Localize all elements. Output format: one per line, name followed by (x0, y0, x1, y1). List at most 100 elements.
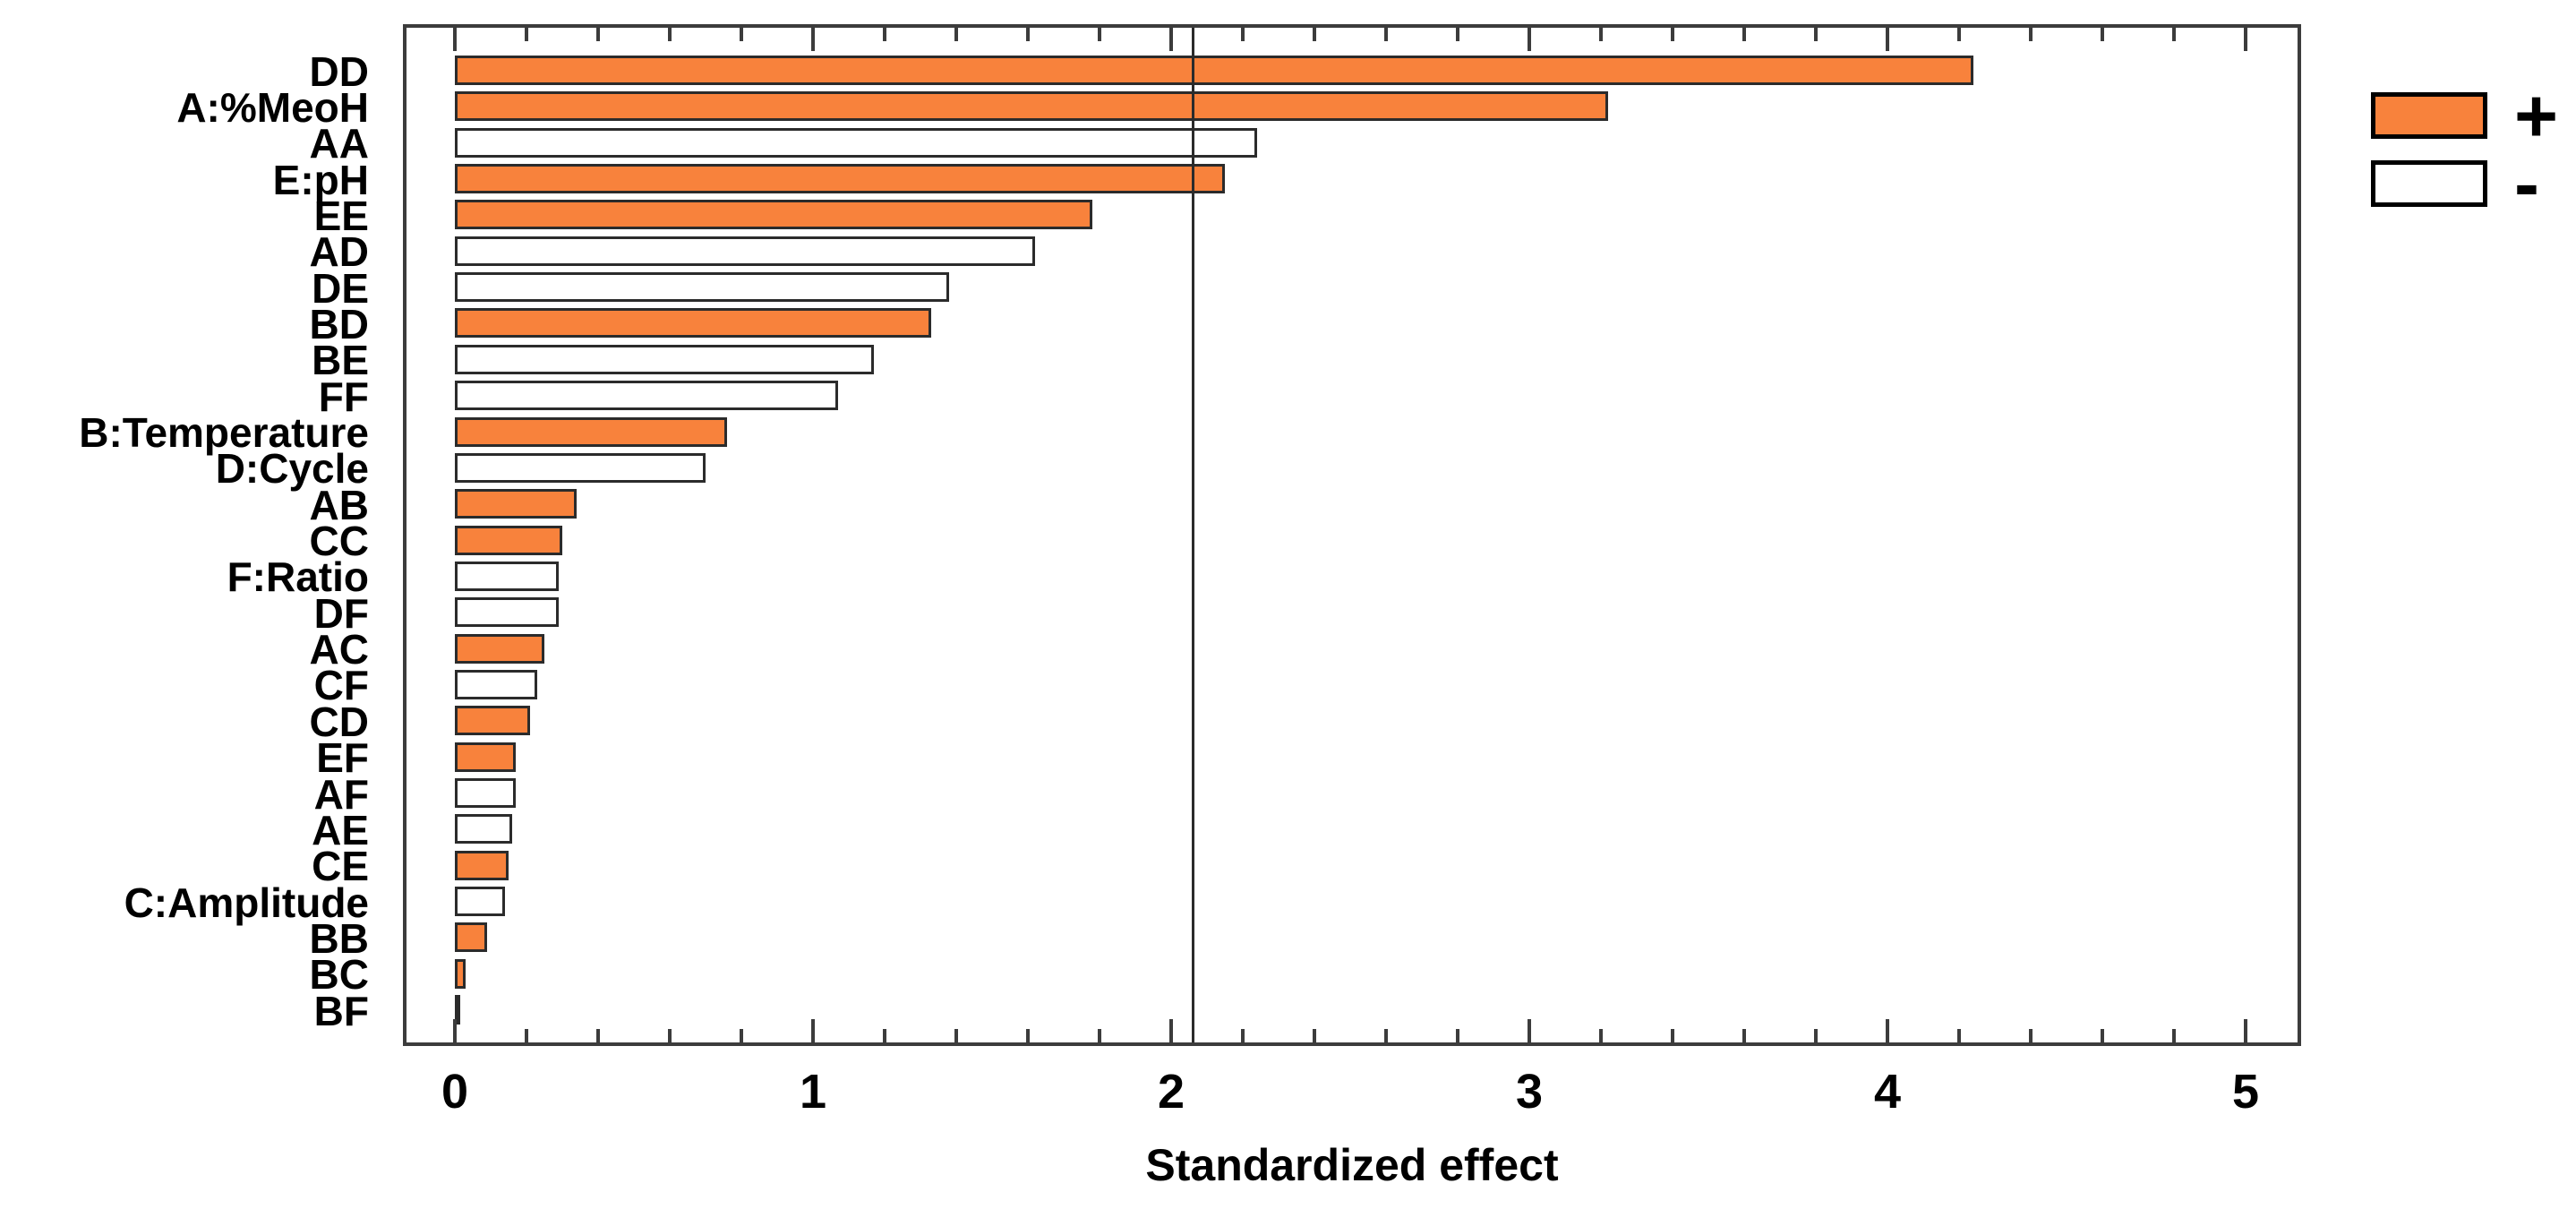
category-label: AF (313, 770, 369, 818)
category-label: AB (309, 481, 369, 528)
x-major-tick-top (1886, 28, 1889, 51)
category-label: AE (312, 806, 369, 853)
bar-f-ratio (455, 561, 559, 591)
x-tick-label: 3 (1515, 1065, 1544, 1119)
bar-ef (455, 742, 516, 772)
legend-row-negative: - (2371, 141, 2558, 226)
legend-negative-swatch (2371, 160, 2487, 207)
x-major-tick-bottom (1169, 1019, 1173, 1042)
category-label: DD (309, 47, 369, 95)
x-major-tick-top (453, 28, 457, 51)
x-minor-tick-top (1241, 28, 1245, 41)
x-axis-title: Standardized effect (1145, 1140, 1559, 1190)
x-tick-label: 2 (1157, 1065, 1185, 1119)
x-minor-tick-top (1384, 28, 1388, 41)
x-minor-tick-bottom (1313, 1029, 1316, 1042)
bar-cd (455, 706, 530, 736)
x-minor-tick-top (1599, 28, 1603, 41)
x-minor-tick-top (1456, 28, 1459, 41)
x-minor-tick-bottom (1599, 1029, 1603, 1042)
bar-ad (455, 236, 1035, 266)
bar-cf (455, 669, 537, 699)
x-minor-tick-top (1098, 28, 1101, 41)
category-label: AC (309, 626, 369, 673)
category-label: F:Ratio (227, 553, 369, 601)
x-major-tick-bottom (811, 1019, 815, 1042)
x-minor-tick-bottom (883, 1029, 886, 1042)
bar-ee (455, 200, 1092, 230)
legend-negative-label: - (2514, 141, 2539, 226)
bar-af (455, 778, 516, 808)
category-label: FF (318, 373, 369, 420)
x-minor-tick-bottom (1742, 1029, 1746, 1042)
bar-df (455, 597, 559, 628)
x-minor-tick-top (1742, 28, 1746, 41)
bar-aa (455, 127, 1257, 158)
category-label: DF (313, 589, 369, 637)
x-minor-tick-top (1026, 28, 1030, 41)
x-minor-tick-bottom (1026, 1029, 1030, 1042)
x-minor-tick-bottom (1957, 1029, 1961, 1042)
x-minor-tick-top (883, 28, 886, 41)
legend-positive-label: + (2514, 73, 2559, 158)
x-minor-tick-top (1814, 28, 1818, 41)
category-label: DE (312, 264, 369, 312)
x-major-tick-top (811, 28, 815, 51)
x-minor-tick-top (596, 28, 600, 41)
bar-bf (455, 995, 460, 1025)
x-minor-tick-bottom (596, 1029, 600, 1042)
bar-de (455, 272, 949, 303)
x-minor-tick-bottom (2029, 1029, 2033, 1042)
category-label: A:%MeoH (176, 83, 369, 131)
bar-c-amplitude (455, 887, 505, 917)
x-major-tick-top (1528, 28, 1531, 51)
x-tick-label: 1 (799, 1065, 827, 1119)
x-major-tick-bottom (453, 1019, 457, 1042)
plot-area (403, 24, 2301, 1046)
bar-cc (455, 525, 562, 555)
x-minor-tick-bottom (1241, 1029, 1245, 1042)
category-label: C:Amplitude (124, 879, 369, 926)
category-label: CC (309, 518, 369, 565)
bar-bd (455, 308, 931, 339)
x-major-tick-top (1169, 28, 1173, 51)
x-minor-tick-top (740, 28, 743, 41)
x-minor-tick-top (668, 28, 672, 41)
bar-ac (455, 633, 544, 664)
bar-e-ph (455, 164, 1225, 194)
legend-row-positive: + (2371, 73, 2559, 158)
x-minor-tick-top (2101, 28, 2104, 41)
x-minor-tick-top (1313, 28, 1316, 41)
x-minor-tick-bottom (1456, 1029, 1459, 1042)
x-minor-tick-bottom (2101, 1029, 2104, 1042)
bar-ae (455, 814, 512, 845)
x-minor-tick-top (525, 28, 528, 41)
bar-d-cycle (455, 452, 706, 483)
x-major-tick-top (2244, 28, 2247, 51)
x-tick-label: 0 (441, 1065, 469, 1119)
x-minor-tick-top (1957, 28, 1961, 41)
legend: + - (2371, 73, 2559, 228)
x-minor-tick-bottom (2172, 1029, 2176, 1042)
x-minor-tick-top (954, 28, 958, 41)
bar-ff (455, 381, 838, 411)
category-label: CE (312, 843, 369, 890)
x-major-tick-bottom (1886, 1019, 1889, 1042)
x-tick-label: 4 (1873, 1065, 1902, 1119)
x-minor-tick-bottom (1814, 1029, 1818, 1042)
bar-ce (455, 850, 509, 880)
category-label: B:Temperature (79, 409, 369, 456)
x-minor-tick-top (2029, 28, 2033, 41)
category-label: BC (309, 951, 369, 999)
x-tick-label: 5 (2231, 1065, 2260, 1119)
x-minor-tick-bottom (1098, 1029, 1101, 1042)
x-minor-tick-bottom (668, 1029, 672, 1042)
legend-positive-swatch (2371, 92, 2487, 139)
bar-ab (455, 489, 577, 519)
x-minor-tick-bottom (740, 1029, 743, 1042)
category-label: E:pH (272, 156, 369, 203)
category-label: AA (309, 120, 369, 167)
x-minor-tick-top (1671, 28, 1674, 41)
bar-b-temperature (455, 416, 727, 447)
